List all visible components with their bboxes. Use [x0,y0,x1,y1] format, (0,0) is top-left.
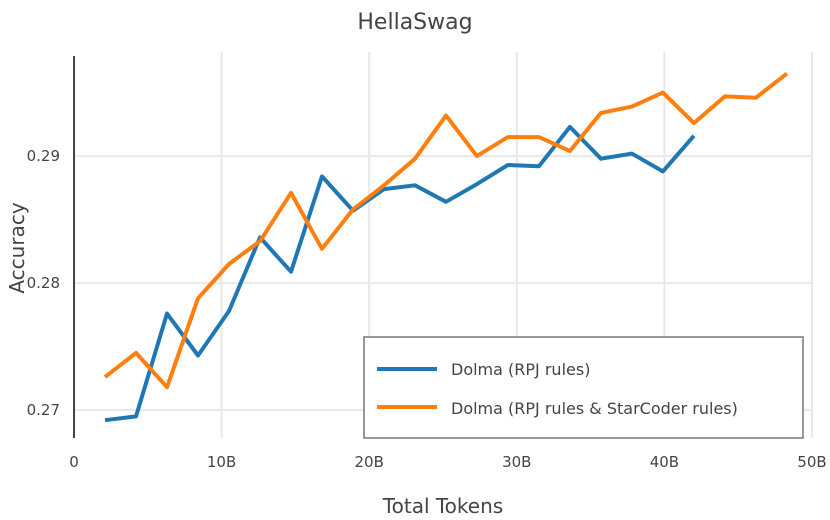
legend-label-rpj-starcoder: Dolma (RPJ rules & StarCoder rules) [451,399,738,418]
chart-title: HellaSwag [357,10,472,35]
legend-box [363,336,804,439]
x-tick-label: 30B [502,453,531,471]
series-layer [103,72,789,423]
x-tick-label: 0 [69,453,79,471]
x-tick-label: 40B [650,453,679,471]
axes: 0 10B 20B 30B 40B 50B 0.27 0.28 0.29 [27,56,827,471]
series-line-rpj [104,124,696,423]
series-line-rpj-starcoder [103,72,789,390]
legend: Dolma (RPJ rules) Dolma (RPJ rules & Sta… [363,336,804,439]
y-tick-label: 0.27 [27,401,60,419]
x-axis-label: Total Tokens [382,494,503,518]
legend-label-rpj: Dolma (RPJ rules) [451,360,590,379]
y-axis-label: Accuracy [5,202,29,293]
x-tick-label: 10B [207,453,236,471]
x-tick-label: 20B [355,453,384,471]
x-tick-label: 50B [797,453,826,471]
y-tick-label: 0.29 [27,147,60,165]
y-tick-label: 0.28 [27,274,60,292]
